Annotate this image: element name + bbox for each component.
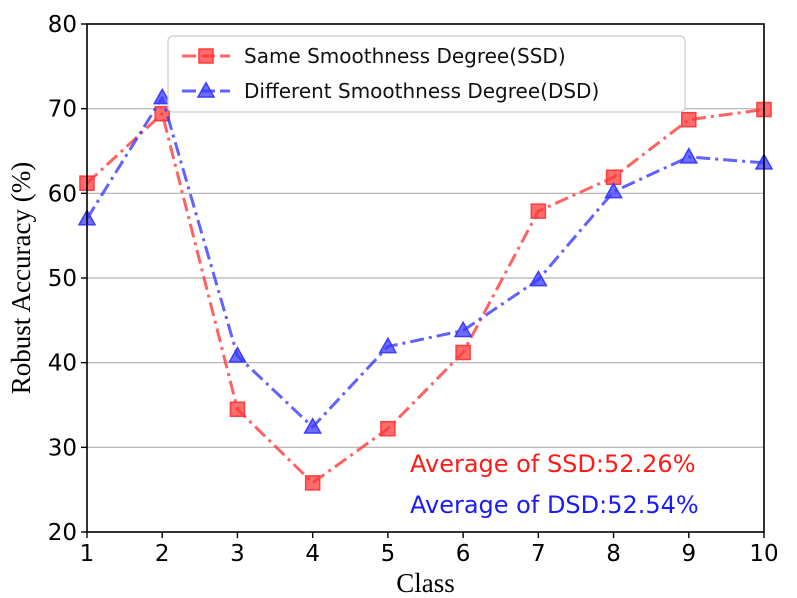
x-tick-label-1: 1 <box>80 541 95 567</box>
legend-marker-1 <box>198 48 214 64</box>
legend-item-1: Same Smoothness Degree(SSD) <box>182 44 566 68</box>
series-2-point-5 <box>378 336 398 354</box>
x-tick-label-8: 8 <box>606 541 621 567</box>
legend-item-2: Different Smoothness Degree(DSD) <box>182 79 599 103</box>
annotations: Average of SSD:52.26% Average of DSD:52.5… <box>410 450 699 519</box>
y-tick-label-50: 50 <box>48 266 77 292</box>
series-2-point-8 <box>604 181 623 199</box>
grid-lines <box>87 108 764 448</box>
annotation-2: Average of DSD:52.54% <box>410 491 699 519</box>
series-2-point-3 <box>228 346 247 363</box>
x-tick-label-3: 3 <box>230 541 245 567</box>
y-tick-label-20: 20 <box>48 520 77 546</box>
y-tick-label-80: 80 <box>48 12 77 38</box>
annotation-1: Average of SSD:52.26% <box>410 450 696 478</box>
y-tick-label-60: 60 <box>48 181 77 207</box>
y-tick-label-30: 30 <box>48 435 77 461</box>
series-line-1 <box>85 108 765 485</box>
x-axis-title: Class <box>396 568 455 598</box>
series-1-point-4 <box>304 475 321 491</box>
y-axis-title: Robust Accuracy (%) <box>6 162 36 394</box>
series-2-point-2 <box>152 87 172 105</box>
legend: Same Smoothness Degree(SSD) Different Smo… <box>167 35 686 113</box>
series-1 <box>79 101 772 491</box>
series-2-point-7 <box>529 269 548 287</box>
legend-marker-2 <box>196 81 216 98</box>
series-1-point-6 <box>455 344 471 361</box>
x-tick-label-9: 9 <box>681 541 696 567</box>
series-2 <box>77 87 774 434</box>
legend-label-2: Different Smoothness Degree(DSD) <box>244 79 599 103</box>
x-tick-label-4: 4 <box>305 541 320 567</box>
series-2-point-6 <box>453 320 473 338</box>
series-layer <box>77 87 774 491</box>
x-tick-label-6: 6 <box>456 541 471 567</box>
legend-label-1: Same Smoothness Degree(SSD) <box>244 44 566 68</box>
y-tick-label-40: 40 <box>48 351 77 377</box>
y-tick-label-70: 70 <box>48 97 77 123</box>
series-1-point-7 <box>530 203 547 219</box>
x-tick-label-5: 5 <box>381 541 396 567</box>
x-tick-label-7: 7 <box>531 541 546 567</box>
series-2-point-9 <box>679 147 699 164</box>
series-line-2 <box>85 96 765 429</box>
x-tick-label-10: 10 <box>749 541 778 567</box>
x-tick-label-2: 2 <box>155 541 170 567</box>
series-1-point-5 <box>380 420 396 437</box>
legend-box <box>167 35 686 113</box>
series-1-point-3 <box>229 401 246 417</box>
series-2-point-4 <box>303 417 322 434</box>
axis-ticks: 20 30 40 50 60 70 80 1 2 3 4 5 6 7 8 9 10 <box>48 12 779 567</box>
series-1-point-9 <box>681 111 697 128</box>
